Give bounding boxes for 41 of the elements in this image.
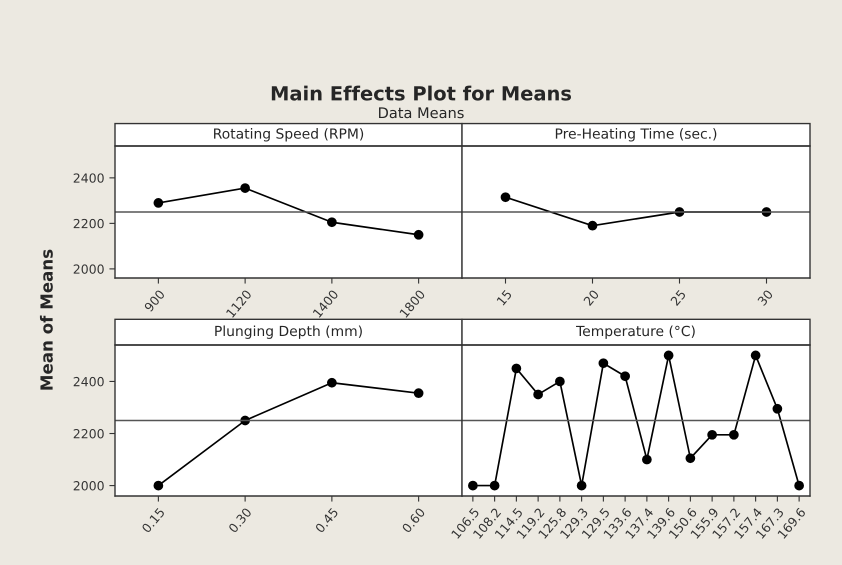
- y-tick-label: 2000: [74, 481, 104, 491]
- point: [642, 454, 652, 464]
- point: [620, 371, 630, 382]
- point: [468, 480, 478, 490]
- point: [772, 404, 782, 414]
- point: [512, 364, 522, 374]
- point: [707, 430, 717, 440]
- point: [327, 217, 337, 228]
- x-tick-label: 20: [583, 289, 600, 306]
- y-tick-label: 2200: [74, 218, 104, 228]
- chart-title: Rotating Speed (RPM): [214, 128, 364, 142]
- point: [414, 230, 424, 240]
- y-axis-title: Mean of Means: [40, 250, 53, 390]
- point: [154, 198, 164, 208]
- y-tick-label: 2400: [74, 173, 104, 183]
- x-tick-label: 25: [670, 289, 686, 306]
- point: [414, 388, 424, 398]
- point: [729, 430, 739, 440]
- point: [750, 350, 760, 360]
- point: [555, 376, 565, 386]
- point: [240, 183, 250, 193]
- point: [533, 390, 543, 400]
- point: [794, 480, 804, 490]
- text: Main Effects Plot for Means: [272, 86, 572, 101]
- point: [576, 480, 586, 490]
- point: [686, 453, 696, 464]
- y-tick-label: 2200: [74, 428, 104, 438]
- point: [664, 350, 674, 360]
- chart-title: Temperature (°C): [576, 325, 695, 339]
- x-tick-label: 30: [757, 289, 774, 306]
- point: [598, 358, 608, 368]
- y-tick-label: 2400: [74, 376, 104, 386]
- chart-title: Plunging Depth (mm): [215, 325, 362, 339]
- chart-title: Pre-Heating Time (sec.): [556, 128, 716, 142]
- point: [327, 378, 337, 388]
- text: Data Means: [379, 107, 464, 118]
- point: [490, 480, 500, 490]
- y-tick-label: 2000: [74, 264, 104, 274]
- point: [154, 480, 164, 490]
- x-tick-label: 15: [496, 290, 512, 306]
- x-tick-label: 900: [144, 289, 166, 312]
